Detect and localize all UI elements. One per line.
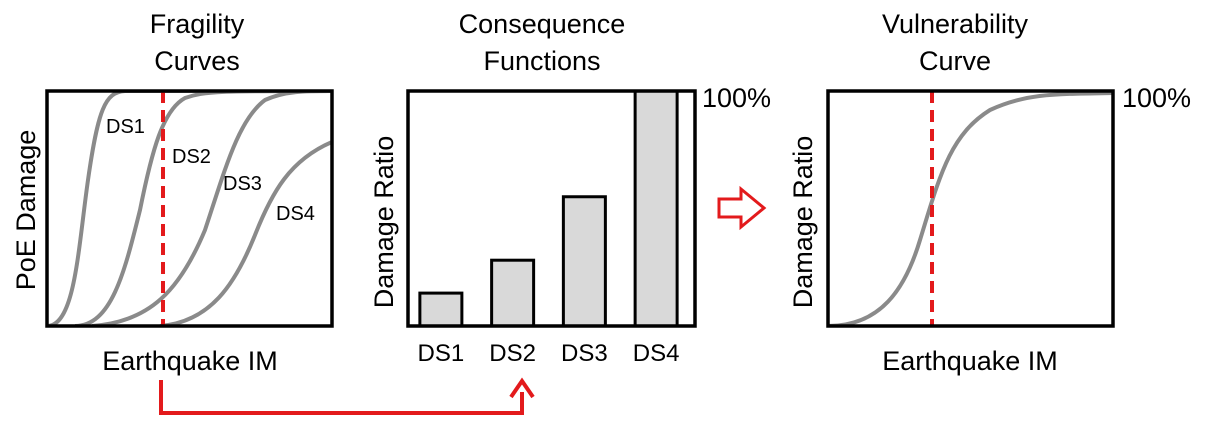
fragility-curve-label-ds3: DS3 [223, 173, 262, 195]
fragility-panel: Fragility Curves PoE Damage DS1 DS2 DS3 … [11, 9, 334, 376]
consequence-bar-ds2 [490, 258, 536, 328]
consequence-category-label-ds3: DS3 [561, 340, 608, 367]
consequence-title-line1: Consequence [459, 9, 626, 39]
fragility-curve-ds1 [47, 91, 332, 326]
fragility-curve-label-ds4: DS4 [276, 203, 315, 225]
vulnerability-frame [826, 89, 1115, 328]
consequence-bar-ds1 [418, 291, 464, 328]
fragility-x-axis-label: Earthquake IM [102, 346, 278, 376]
vulnerability-title-line1: Vulnerability [882, 9, 1029, 39]
consequence-y-axis-label: Damage Ratio [369, 136, 399, 309]
consequence-title-line2: Functions [483, 46, 600, 76]
fragility-y-axis-label: PoE Damage [11, 130, 41, 291]
consequence-category-labels: DS1 DS2 DS3 DS4 [418, 340, 680, 367]
consequence-top-label: 100% [702, 83, 771, 113]
vulnerability-title-line2: Curve [919, 46, 991, 76]
consequence-category-label-ds4: DS4 [633, 340, 680, 367]
fragility-curve-label-ds1: DS1 [106, 116, 145, 138]
consequence-category-label-ds1: DS1 [418, 340, 465, 367]
vulnerability-top-label: 100% [1122, 83, 1191, 113]
consequence-bars [418, 89, 679, 328]
fragility-curve-label-ds2: DS2 [172, 146, 211, 168]
consequence-bar-ds4 [633, 89, 679, 328]
hollow-right-arrow-icon [717, 185, 767, 231]
red-connector-arrow [159, 377, 535, 415]
vulnerability-y-axis-label: Damage Ratio [788, 136, 818, 309]
fragility-title-line2: Curves [154, 46, 240, 76]
consequence-category-label-ds2: DS2 [489, 340, 536, 367]
consequence-panel: Consequence Functions Damage Ratio 100% … [369, 9, 771, 367]
fragility-frame [45, 89, 334, 328]
fragility-curve-ds4 [159, 140, 332, 326]
connector-arrowhead-icon [509, 377, 535, 399]
consequence-frame [406, 89, 697, 328]
vulnerability-panel: Vulnerability Curve Damage Ratio 100% Ea… [788, 9, 1191, 376]
fragility-curve-ds3 [91, 91, 332, 326]
consequence-bar-ds3 [561, 195, 607, 328]
vulnerability-x-axis-label: Earthquake IM [882, 346, 1058, 376]
fragility-title-line1: Fragility [150, 9, 245, 39]
vulnerability-curve [828, 91, 1113, 326]
